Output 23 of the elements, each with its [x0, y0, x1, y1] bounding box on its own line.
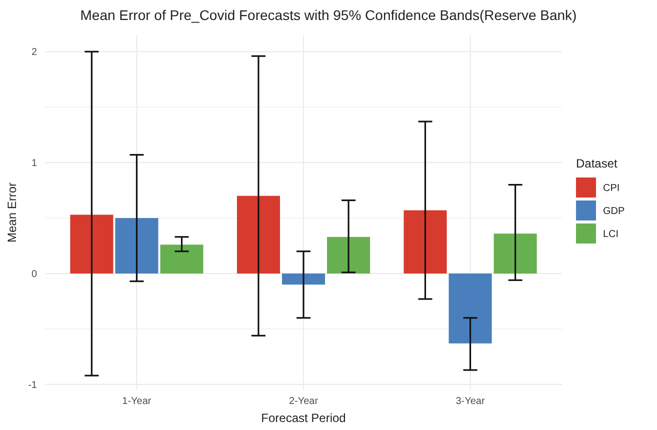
bar — [282, 274, 326, 285]
legend-label: CPI — [603, 183, 620, 194]
x-tick-label: 1-Year — [122, 396, 152, 407]
y-tick-label: 2 — [31, 47, 38, 58]
bar — [494, 234, 537, 274]
x-axis-title: Forecast Period — [261, 411, 346, 425]
y-axis-title: Mean Error — [5, 182, 19, 243]
chart-title: Mean Error of Pre_Covid Forecasts with 95% Confidence Bands(Reserve Bank) — [80, 7, 577, 23]
x-tick-label: 3-Year — [456, 396, 486, 407]
y-tick-label: 0 — [31, 269, 38, 280]
legend-label: LCI — [603, 229, 619, 240]
bar — [236, 196, 280, 274]
x-tick-label: 2-Year — [288, 396, 319, 407]
bar — [70, 214, 114, 274]
bar — [115, 218, 158, 274]
bar — [327, 236, 370, 274]
y-tick-label: -1 — [28, 380, 38, 391]
y-tick-label: 1 — [31, 158, 38, 170]
bar — [160, 244, 204, 274]
legend-title: Dataset — [576, 156, 618, 170]
bar — [448, 274, 492, 344]
bar — [404, 210, 447, 274]
legend-label: GDP — [603, 206, 625, 217]
